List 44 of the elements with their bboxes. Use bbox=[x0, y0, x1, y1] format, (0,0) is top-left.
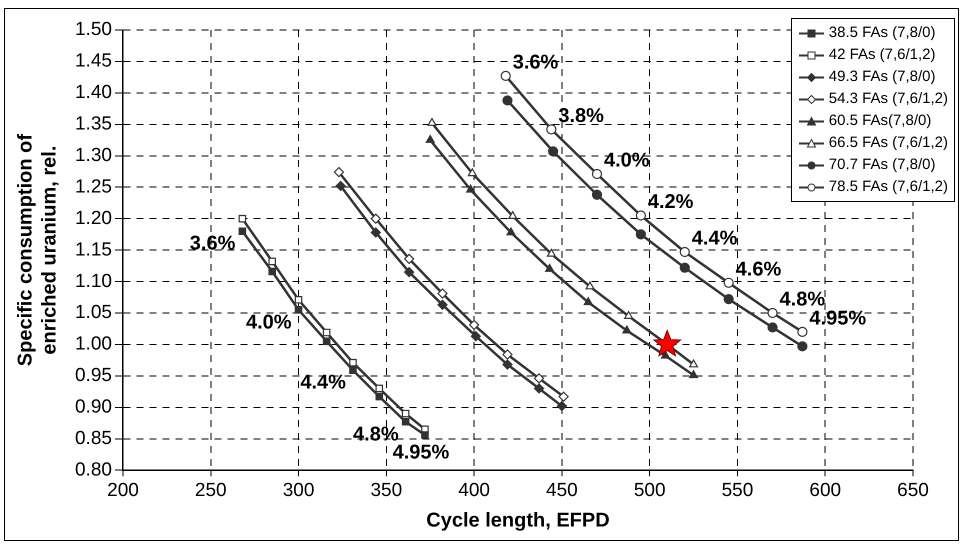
x-tick-label: 350 bbox=[370, 480, 402, 501]
annotation: 3.6% bbox=[190, 232, 236, 255]
x-axis-title: Cycle length, EFPD bbox=[426, 510, 610, 532]
annotation: 4.0% bbox=[246, 311, 292, 334]
x-tick-label: 600 bbox=[809, 480, 842, 501]
x-tick-label: 250 bbox=[194, 480, 227, 501]
legend-label: 60.5 FAs(7,8/0) bbox=[828, 112, 932, 129]
y-tick-label: 1.10 bbox=[74, 270, 112, 292]
x-tick-label: 450 bbox=[546, 480, 578, 501]
x-tick-label: 200 bbox=[107, 480, 139, 501]
y-tick-label: 1.45 bbox=[74, 50, 112, 72]
legend-label: 54.3 FAs (7,6/1,2) bbox=[828, 90, 948, 107]
legend-label: 70.7 FAs (7,8/0) bbox=[828, 156, 936, 173]
annotation: 4.0% bbox=[604, 150, 650, 172]
legend-label: 49.3 FAs (7,8/0) bbox=[828, 68, 936, 85]
annotation: 4.4% bbox=[692, 228, 738, 250]
x-tick-label: 500 bbox=[634, 480, 666, 501]
y-tick-label: 1.00 bbox=[74, 334, 112, 355]
annotation: 4.95% bbox=[392, 442, 450, 464]
y-tick-label: 0.85 bbox=[74, 428, 112, 449]
x-tick-label: 300 bbox=[282, 480, 314, 501]
y-tick-label: 1.30 bbox=[74, 145, 112, 166]
y-tick-label: 1.20 bbox=[74, 208, 112, 229]
x-tick-label: 550 bbox=[722, 480, 754, 501]
y-tick-label: 1.40 bbox=[74, 82, 112, 104]
y-tick-label: 1.50 bbox=[74, 19, 112, 40]
y-tick-label: 1.15 bbox=[74, 239, 112, 260]
annotation: 4.4% bbox=[300, 372, 346, 394]
y-axis-title: Specific consumption of enriched uranium, rel. bbox=[14, 134, 61, 366]
y-tick-label: 1.05 bbox=[74, 302, 112, 324]
legend-label: 78.5 FAs (7,6/1,2) bbox=[828, 178, 948, 195]
x-tick-label: 400 bbox=[458, 480, 490, 501]
legend-label: 66.5 FAs (7,6/1,2) bbox=[828, 134, 948, 151]
legend-label: 38.5 FAs (7,8/0) bbox=[828, 24, 936, 41]
y-tick-label: 1.35 bbox=[74, 114, 112, 135]
annotation: 4.2% bbox=[648, 191, 694, 214]
annotation: 3.8% bbox=[558, 104, 604, 127]
annotation: 4.6% bbox=[736, 258, 782, 280]
y-tick-label: 0.90 bbox=[74, 396, 112, 418]
legend-label: 42 FAs (7,6/1,2) bbox=[828, 46, 936, 63]
x-tick-label: 650 bbox=[897, 480, 929, 501]
y-tick-label: 1.25 bbox=[74, 176, 112, 198]
y-tick-label: 0.80 bbox=[74, 459, 112, 480]
y-tick-label: 0.95 bbox=[74, 365, 112, 386]
